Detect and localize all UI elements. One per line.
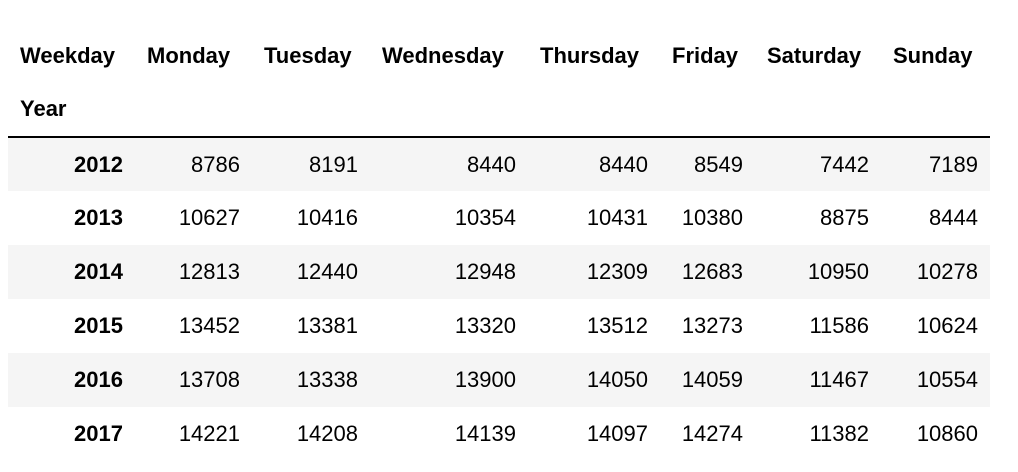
table-cell: 12683	[681, 259, 743, 284]
column-header-row: Weekday Monday Tuesday Wednesday Thursda…	[8, 30, 990, 82]
table-cell: 14050	[586, 367, 648, 392]
table-cell: 8191	[309, 151, 358, 177]
index-header-blank	[252, 82, 370, 138]
table-cell: 10554	[916, 367, 978, 392]
table-cell: 14059	[681, 367, 743, 392]
column-header-friday: Friday	[672, 43, 739, 68]
column-header-thursday: Thursday	[540, 43, 640, 68]
table-cell: 10860	[916, 421, 978, 446]
row-index-year: 2014	[74, 259, 123, 284]
row-index-year: 2015	[74, 313, 123, 338]
row-index-year: 2017	[74, 421, 123, 446]
table-cell: 8786	[191, 151, 240, 177]
table-cell: 8549	[694, 151, 743, 177]
table-row: 2013 10627 10416 10354 10431 10380 8875 …	[8, 191, 990, 245]
index-header-blank	[135, 82, 252, 138]
table-cell: 14221	[178, 421, 240, 446]
table-cell: 12440	[296, 259, 358, 284]
weekday-by-year-table: Weekday Monday Tuesday Wednesday Thursda…	[8, 30, 990, 461]
table-row: 2014 12813 12440 12948 12309 12683 10950…	[8, 245, 990, 299]
index-header-blank	[755, 82, 881, 138]
table-cell: 7442	[820, 151, 869, 177]
table-cell: 10354	[454, 205, 516, 230]
table-header: Weekday Monday Tuesday Wednesday Thursda…	[8, 30, 990, 138]
table-row: 2016 13708 13338 13900 14050 14059 11467…	[8, 353, 990, 407]
table-body: 2012 8786 8191 8440 8440 8549 7442 7189 …	[8, 137, 990, 461]
table-row: 2015 13452 13381 13320 13512 13273 11586…	[8, 299, 990, 353]
column-header-tuesday: Tuesday	[264, 43, 352, 68]
table-row: 2012 8786 8191 8440 8440 8549 7442 7189	[8, 137, 990, 191]
table-cell: 13338	[296, 367, 358, 392]
index-name-label: Year	[8, 82, 135, 138]
table-cell: 12948	[454, 259, 516, 284]
index-header-blank	[528, 82, 660, 138]
table-cell: 13512	[586, 313, 648, 338]
table-cell: 8440	[599, 151, 648, 177]
columns-name-label: Weekday	[20, 43, 115, 68]
table-cell: 8875	[820, 205, 869, 230]
table-cell: 12813	[178, 259, 240, 284]
table-cell: 14274	[681, 421, 743, 446]
table-cell: 13381	[296, 313, 358, 338]
table-cell: 10416	[296, 205, 358, 230]
table-cell: 14208	[296, 421, 358, 446]
table-cell: 7189	[929, 151, 978, 177]
table-cell: 10624	[916, 313, 978, 338]
table-cell: 13320	[454, 313, 516, 338]
table-cell: 10380	[681, 205, 743, 230]
table-row: 2017 14221 14208 14139 14097 14274 11382…	[8, 407, 990, 461]
table-cell: 10278	[916, 259, 978, 284]
column-header-saturday: Saturday	[767, 43, 862, 68]
table-cell: 14097	[586, 421, 648, 446]
table-cell: 11467	[809, 367, 869, 392]
row-index-year: 2016	[74, 367, 123, 392]
table-cell: 10950	[807, 259, 869, 284]
table-cell: 11382	[809, 421, 869, 446]
row-index-year: 2012	[74, 151, 123, 177]
table-cell: 8440	[467, 151, 516, 177]
row-index-year: 2013	[74, 205, 123, 230]
index-header-blank	[881, 82, 990, 138]
table-cell: 14139	[454, 421, 516, 446]
index-header-blank	[660, 82, 755, 138]
table-cell: 13452	[178, 313, 240, 338]
index-header-row: Year	[8, 82, 990, 138]
column-header-monday: Monday	[147, 43, 231, 68]
table-cell: 8444	[929, 205, 978, 230]
table-cell: 10627	[178, 205, 240, 230]
table-cell: 13708	[178, 367, 240, 392]
table-cell: 13900	[454, 367, 516, 392]
table-cell: 10431	[586, 205, 648, 230]
table-cell: 13273	[681, 313, 743, 338]
column-header-wednesday: Wednesday	[382, 43, 504, 68]
table-cell: 12309	[586, 259, 648, 284]
index-header-blank	[370, 82, 528, 138]
table-cell: 11586	[809, 313, 869, 338]
column-header-sunday: Sunday	[893, 43, 973, 68]
